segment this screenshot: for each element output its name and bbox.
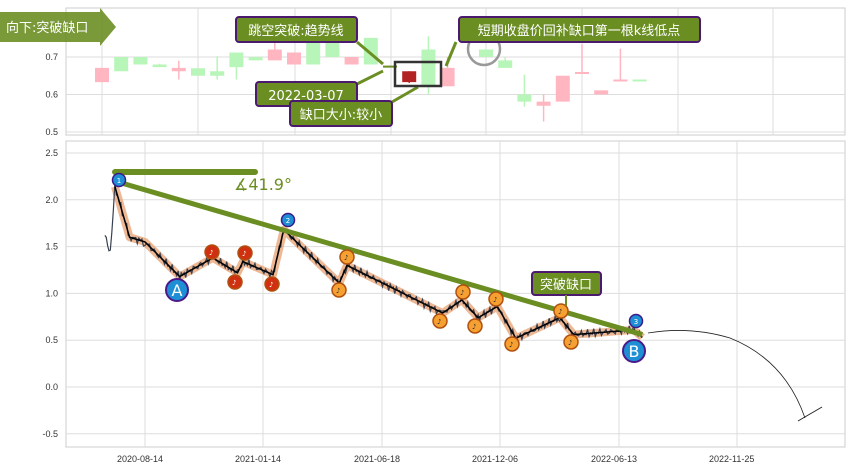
- annotations: 向下:突破缺口 跳空突破:趋势线 短期收盘价回补缺口第一根k线低点 2022-0…: [0, 8, 701, 127]
- note-icon: ♪: [269, 281, 273, 289]
- candle: [613, 79, 628, 82]
- note-icon: ♪: [336, 287, 340, 295]
- candle: [152, 64, 167, 68]
- note-icon: ♪: [509, 341, 513, 349]
- candlestick-panel: 0.5 0.6 0.7: [45, 7, 846, 137]
- candle: [344, 57, 359, 65]
- y-tick-label: 2.5: [45, 148, 58, 158]
- gap-breakout-label: 跳空突破:趋势线: [248, 23, 343, 39]
- x-tick-label: 2022-11-25: [709, 454, 754, 464]
- pivot-number: 2: [286, 217, 290, 225]
- candle: [402, 71, 417, 83]
- wave-point-marker: [165, 278, 189, 302]
- note-marker-red: [227, 274, 243, 290]
- note-icon: ♪: [493, 296, 497, 304]
- note-icon: ♪: [344, 254, 348, 262]
- candle: [287, 52, 301, 65]
- candle: [479, 49, 493, 57]
- wave-point-label: B: [629, 342, 640, 361]
- candle: [594, 90, 609, 95]
- note-marker-orange: [331, 282, 347, 298]
- pivot-marker: [111, 172, 127, 188]
- candle: [517, 94, 532, 102]
- note-icon: ♪: [232, 279, 236, 287]
- y-tick-label: 0.6: [45, 90, 58, 100]
- candle: [171, 67, 186, 72]
- note-icon: ♪: [568, 339, 572, 347]
- x-tick-label: 2021-12-06: [472, 454, 518, 464]
- candle: [191, 68, 205, 76]
- note-marker-orange: [553, 303, 569, 319]
- note-marker-orange: [504, 336, 520, 352]
- candle: [95, 67, 109, 83]
- candle: [229, 52, 244, 68]
- angle-label: ∡41.9°: [234, 175, 292, 194]
- note-marker-red: [264, 276, 280, 292]
- y-tick-label: 0.5: [45, 127, 58, 137]
- svg-text:突破缺口: 突破缺口: [540, 277, 592, 293]
- note-marker-orange: [563, 334, 579, 350]
- wave-point-label: A: [172, 281, 183, 300]
- candle: [575, 72, 589, 74]
- y-tick-label: -0.5: [42, 429, 58, 439]
- note-marker-orange: [467, 318, 483, 334]
- y-tick-label: 1.0: [45, 288, 58, 298]
- candle: [421, 49, 436, 87]
- x-tick-label: 2021-01-14: [235, 454, 281, 464]
- y-tick-label: 0.7: [45, 52, 58, 62]
- note-icon: ♪: [209, 249, 213, 257]
- y-tick-label: 0.0: [45, 382, 58, 392]
- direction-text: 向下:突破缺口: [6, 20, 88, 36]
- candle: [325, 39, 340, 57]
- note-icon: ♪: [242, 250, 246, 258]
- wave-point-marker: [622, 339, 646, 363]
- gap-size-label: 缺口大小:较小: [300, 108, 382, 123]
- direction-arrow-label: [0, 8, 116, 46]
- pivot-marker: [280, 212, 296, 228]
- note-marker-orange: [432, 313, 448, 329]
- fill-low-label: 短期收盘价回补缺口第一根k线低点: [478, 23, 681, 39]
- y-tick-label: 0.5: [45, 335, 58, 345]
- x-tick-label: 2022-06-13: [591, 454, 637, 464]
- note-icon: ♪: [437, 318, 441, 326]
- pivot-marker: [628, 313, 644, 329]
- candle: [632, 79, 647, 82]
- candle: [383, 65, 397, 68]
- note-icon: ♪: [472, 323, 476, 331]
- gap-box: [393, 60, 443, 88]
- note-marker-orange: [339, 249, 355, 265]
- candle: [133, 57, 148, 65]
- projection-end-tick: [797, 406, 823, 422]
- candle: [248, 57, 263, 61]
- candle: [440, 67, 455, 87]
- candle: [210, 71, 225, 76]
- candle: [536, 101, 551, 106]
- candle: [498, 60, 513, 68]
- x-tick-label: 2021-06-18: [354, 454, 400, 464]
- breakout-label: 突破缺口: [531, 271, 602, 306]
- projection-curve: [647, 330, 806, 419]
- zigzag-line: [114, 186, 643, 340]
- pivot-number: 1: [117, 177, 121, 185]
- candle: [555, 75, 570, 102]
- note-icon: ♪: [460, 289, 464, 297]
- price-panel: 2020-08-14 2021-01-14 2021-06-18 2021-12-06…: [42, 140, 846, 464]
- note-marker-orange: [455, 284, 471, 300]
- y-tick-label: 1.5: [45, 242, 58, 252]
- note-marker-red: [237, 245, 253, 261]
- y-tick-label: 2.0: [45, 195, 58, 205]
- price-line: [104, 182, 642, 343]
- candle: [114, 57, 129, 72]
- pivot-number: 3: [634, 318, 638, 326]
- note-marker-red: [204, 244, 220, 260]
- x-tick-label: 2020-08-14: [117, 454, 163, 464]
- note-marker-orange: [488, 291, 504, 307]
- candle: [267, 49, 282, 61]
- candle: [306, 39, 321, 65]
- note-icon: ♪: [558, 308, 562, 316]
